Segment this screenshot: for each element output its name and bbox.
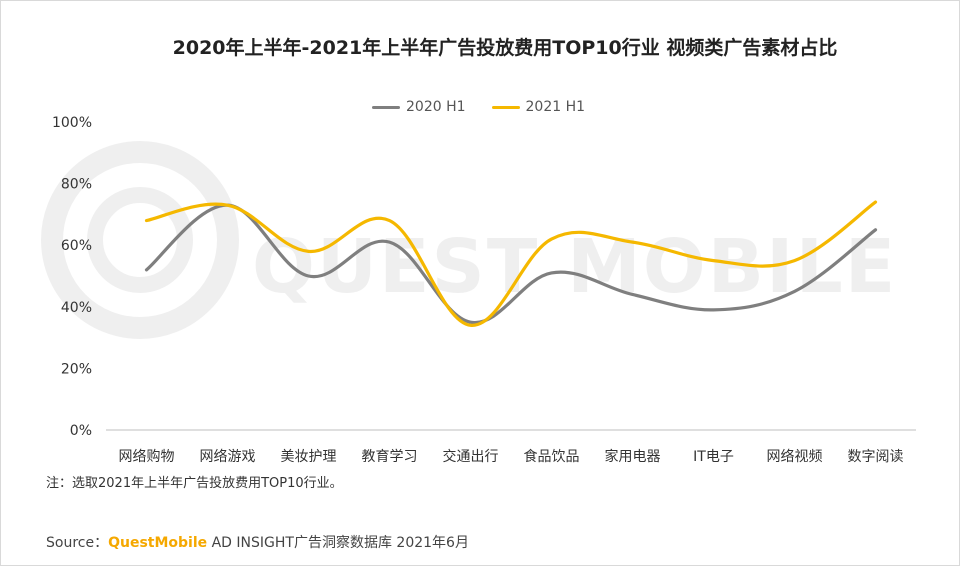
x-tick-label: 数字阅读 [848,448,904,465]
legend-label-2021: 2021 H1 [525,99,586,115]
source-suffix: AD INSIGHT广告洞察数据库 2021年6月 [207,535,469,551]
series-layer [144,200,878,327]
x-tick-label: 网络游戏 [200,449,256,465]
y-tick-label: 80% [61,177,92,193]
watermark-text: QUEST MOBILE [252,224,897,310]
x-tick-label: 交通出行 [443,448,499,465]
y-tick-label: 60% [61,238,92,254]
watermark-logo-inner [87,187,193,293]
source-line: Source：QuestMobile AD INSIGHT广告洞察数据库 202… [46,532,469,552]
legend: 2020 H1 2021 H1 [372,96,585,118]
y-tick-label: 100% [52,115,92,131]
x-tick-label: 网络购物 [119,449,175,465]
footnote: 注：选取2021年上半年广告投放费用TOP10行业。 [46,476,343,491]
x-tick-label: 教育学习 [362,449,418,465]
x-tick-label: 食品饮品 [524,448,580,465]
axes: 0% 20% 40% 60% 80% 100% 网络购物 网络游戏 美妆护理 教育学习 交通出行 食品… [52,115,916,465]
source-prefix: Source： [46,535,109,551]
legend-item-2021: 2021 H1 [491,99,586,115]
series-line-2020 [144,203,878,325]
legend-item-2020: 2020 H1 [372,99,466,115]
legend-label-2020: 2020 H1 [406,99,466,115]
x-tick-label: 家用电器 [605,448,661,465]
legend-swatch-2020 [372,105,400,109]
watermark-logo-outer [41,141,239,339]
source-brand: QuestMobile [108,535,208,551]
y-tick-label: 20% [61,361,92,377]
y-tick-label: 0% [70,423,92,439]
y-tick-label: 40% [61,300,92,316]
x-tick-label: 美妆护理 [281,449,337,465]
chart-title: 2020年上半年-2021年上半年广告投放费用TOP10行业 视频类广告素材占比 [172,37,838,59]
legend-swatch-2021 [491,105,520,109]
series-line-2021 [144,200,878,327]
x-tick-label: IT电子 [693,449,734,465]
x-tick-label: 网络视频 [767,449,823,465]
